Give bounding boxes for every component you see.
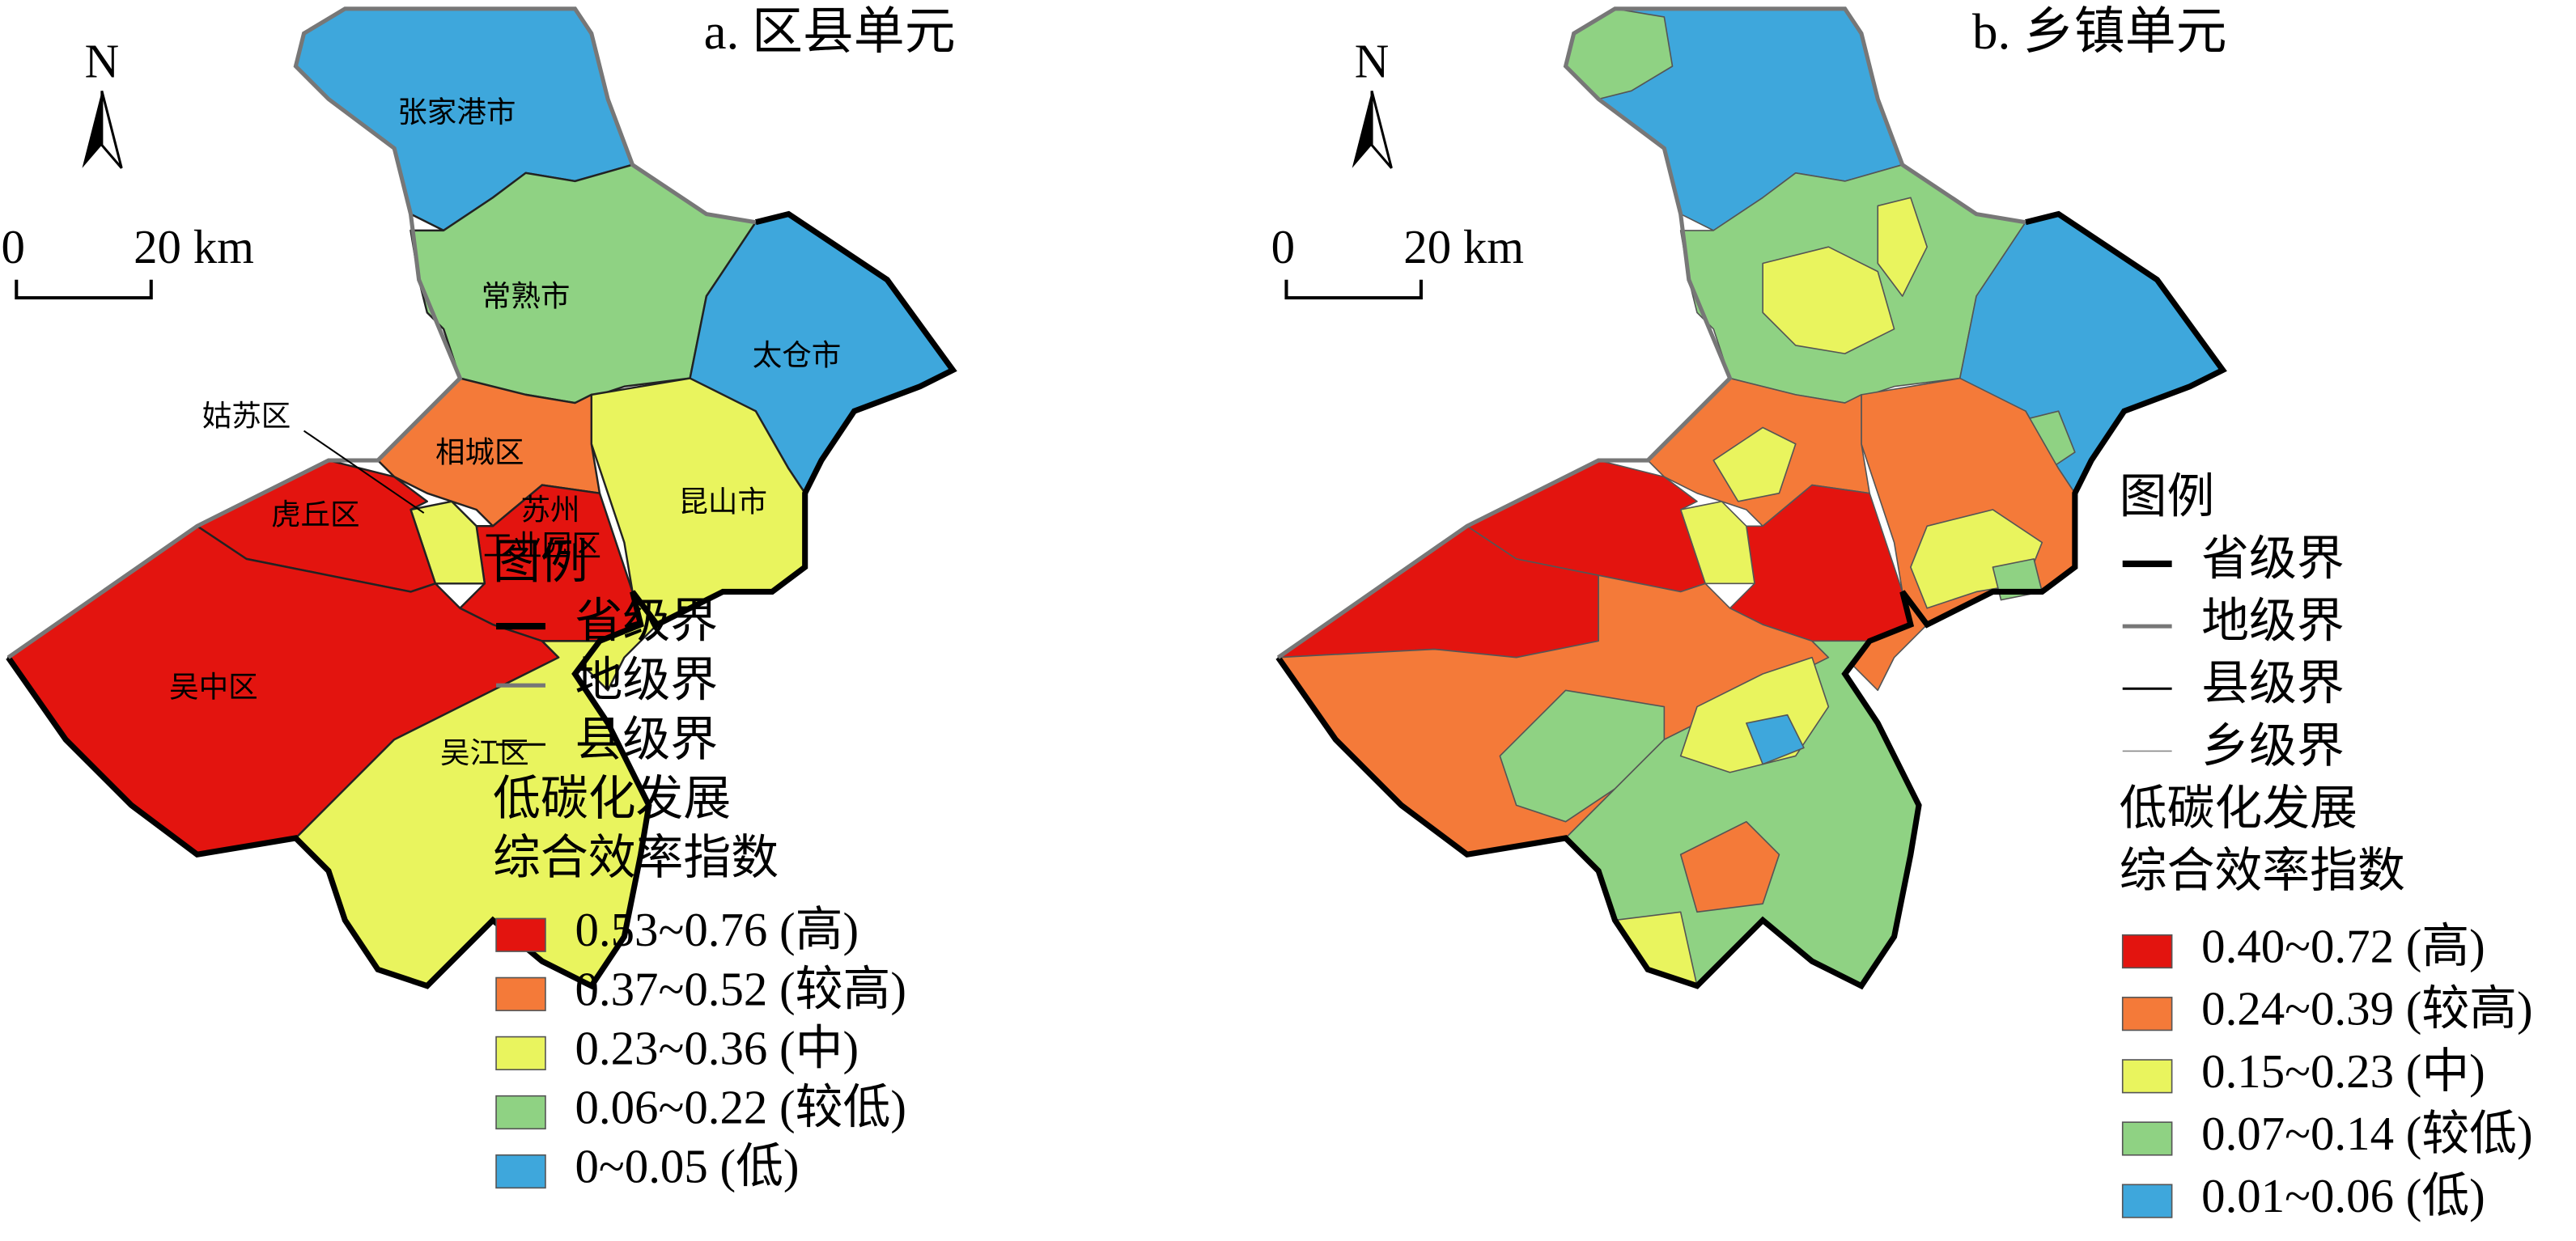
region-label: 张家港市 [397, 95, 516, 129]
region-label: 工业园区 [483, 529, 601, 562]
legend-swatch [495, 917, 546, 952]
region-label: 昆山市 [678, 485, 767, 518]
legend-swatch [495, 1154, 546, 1189]
legend-subtitle: 综合效率指数 [493, 832, 779, 884]
legend-label: 0.24~0.39 (较高) [2201, 983, 2533, 1036]
panel-title: a. 区县单元 [704, 3, 956, 60]
region-label: 吴江区 [440, 736, 529, 769]
city-boundary [1276, 6, 2026, 659]
legend-swatch [495, 1095, 546, 1130]
legend-label: 0.15~0.23 (中) [2201, 1045, 2485, 1098]
legend-label: 省级界 [575, 595, 718, 648]
town-area [1877, 197, 1928, 297]
legend-swatch [2121, 1121, 2173, 1156]
city-boundary [6, 6, 757, 659]
scale-start: 0 [1271, 221, 1295, 273]
north-arrow [1352, 91, 1373, 168]
panel-title: b. 乡镇单元 [1972, 3, 2227, 60]
legend-label: 0.06~0.22 (较低) [575, 1081, 906, 1133]
scale-start: 0 [2, 221, 25, 273]
legend-label: 0.01~0.06 (低) [2201, 1170, 2485, 1222]
town-area [1746, 714, 1805, 765]
legend-label: 0.37~0.52 (较高) [575, 963, 906, 1015]
scale-end: 20 km [1403, 221, 1524, 273]
legend-label: 县级界 [575, 714, 718, 766]
legend-label: 县级界 [2201, 658, 2345, 710]
region-label: 常熟市 [482, 280, 571, 313]
legend-label: 0.40~0.72 (高) [2201, 921, 2485, 973]
legend-swatch [2121, 1059, 2173, 1094]
legend-subtitle: 低碳化发展 [2120, 782, 2357, 835]
legend-swatch [495, 976, 546, 1011]
legend-label: 省级界 [2201, 532, 2345, 585]
town-area [1712, 426, 1797, 502]
scale-bar [15, 279, 153, 300]
legend-swatch [2121, 934, 2173, 969]
town-area [1679, 820, 1780, 913]
legend-title: 图例 [493, 536, 588, 589]
legend-swatch [2121, 997, 2173, 1031]
region-label: 太仓市 [753, 339, 842, 372]
legend-label: 0.23~0.36 (中) [575, 1022, 859, 1074]
north-arrow [100, 90, 123, 169]
region-label: 姑苏区 [202, 400, 291, 433]
legend-label: 0.53~0.76 (高) [575, 904, 859, 956]
region-label: 虎丘区 [271, 498, 360, 532]
north-label: N [1355, 35, 1390, 87]
legend-label: 0.07~0.14 (较低) [2201, 1108, 2533, 1160]
legend-label: 地级界 [575, 654, 718, 707]
north-label: N [85, 35, 120, 87]
legend-label: 地级界 [2201, 595, 2345, 648]
legend-title: 图例 [2120, 470, 2215, 523]
province-boundary [6, 210, 957, 990]
scale-end: 20 km [134, 221, 254, 273]
legend-label: 乡级界 [2201, 720, 2345, 773]
province-boundary [1275, 210, 2227, 990]
scale-bar [1284, 279, 1423, 300]
town-area [1762, 246, 1895, 354]
legend-subtitle: 低碳化发展 [493, 773, 731, 825]
north-arrow [82, 91, 102, 168]
region-label: 相城区 [435, 435, 524, 468]
leader-line [303, 430, 425, 514]
north-arrow [1370, 90, 1393, 169]
region-label: 苏州 [521, 493, 580, 526]
region-label: 吴中区 [169, 671, 258, 704]
legend-subtitle: 综合效率指数 [2120, 845, 2405, 897]
legend-swatch [2121, 1184, 2173, 1218]
legend-swatch [495, 1036, 546, 1071]
legend-label: 0~0.05 (低) [575, 1141, 799, 1193]
